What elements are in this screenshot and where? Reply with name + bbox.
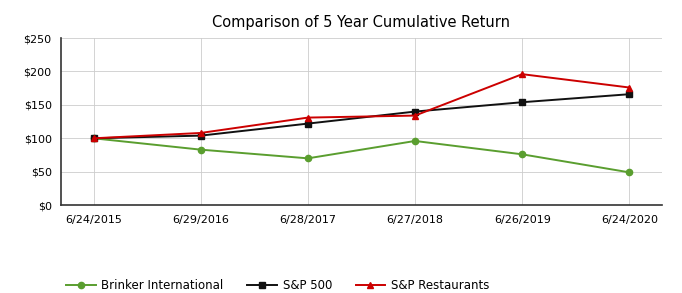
Brinker International bbox=[303, 156, 312, 160]
S&P 500 bbox=[89, 137, 98, 140]
S&P Restaurants bbox=[303, 116, 312, 119]
Line: S&P Restaurants: S&P Restaurants bbox=[90, 71, 633, 142]
Brinker International bbox=[89, 137, 98, 140]
S&P Restaurants bbox=[196, 131, 205, 135]
Brinker International bbox=[196, 148, 205, 151]
Line: Brinker International: Brinker International bbox=[91, 135, 632, 176]
Line: S&P 500: S&P 500 bbox=[91, 91, 632, 142]
S&P 500 bbox=[196, 134, 205, 137]
Brinker International bbox=[411, 139, 419, 143]
S&P 500 bbox=[303, 122, 312, 125]
S&P Restaurants bbox=[89, 137, 98, 140]
S&P Restaurants bbox=[625, 86, 634, 89]
S&P 500 bbox=[625, 93, 634, 96]
S&P 500 bbox=[411, 110, 419, 113]
Brinker International bbox=[625, 171, 634, 174]
S&P Restaurants bbox=[518, 72, 527, 76]
Title: Comparison of 5 Year Cumulative Return: Comparison of 5 Year Cumulative Return bbox=[213, 15, 510, 30]
S&P Restaurants bbox=[411, 114, 419, 117]
S&P 500 bbox=[518, 100, 527, 104]
Legend: Brinker International, S&P 500, S&P Restaurants: Brinker International, S&P 500, S&P Rest… bbox=[61, 275, 494, 293]
Brinker International bbox=[518, 153, 527, 156]
